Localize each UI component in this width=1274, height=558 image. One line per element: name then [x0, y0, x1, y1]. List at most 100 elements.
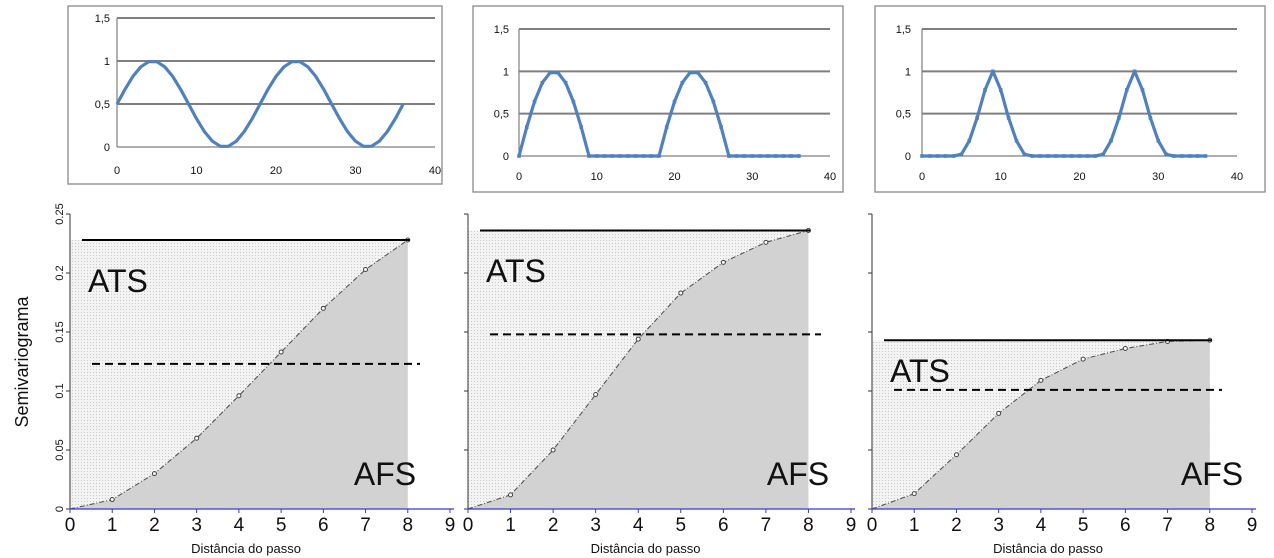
data-point [711, 99, 716, 104]
x-tick-label: 1 [909, 515, 920, 536]
x-tick-label: 30 [1152, 171, 1164, 183]
data-point [983, 88, 987, 92]
data-point [109, 497, 115, 503]
x-tick-label: 30 [349, 165, 361, 177]
y-tick-label: 0.25 [54, 203, 66, 224]
data-point [920, 154, 924, 158]
data-point [696, 70, 700, 75]
data-point [1140, 88, 1145, 92]
y-tick-label: 0.15 [54, 321, 66, 342]
semivariogram-curve [467, 229, 809, 510]
x-tick-label: 40 [429, 165, 441, 177]
data-point [236, 393, 242, 399]
data-point [1172, 154, 1176, 158]
data-point [797, 154, 801, 158]
afs-label: AFS [767, 456, 829, 492]
data-point [1038, 154, 1042, 158]
data-point [194, 435, 200, 441]
data-point [996, 410, 1002, 416]
y-tick-label: 1,5 [896, 24, 911, 36]
x-tick-label: 40 [1231, 171, 1243, 183]
x-tick-label: 20 [1073, 171, 1085, 183]
data-point [1164, 152, 1168, 157]
data-point [517, 154, 521, 158]
x-axis-title: Distância do passo [191, 541, 301, 556]
x-tick-label: 0 [919, 171, 925, 183]
data-point [998, 88, 1003, 92]
data-point [649, 154, 653, 158]
x-tick-label: 6 [1120, 515, 1131, 536]
x-tick-label: 0 [516, 171, 522, 183]
x-tick-label: 0 [114, 165, 120, 177]
x-tick-label: 7 [1162, 515, 1173, 536]
data-point [363, 266, 369, 272]
x-tick-label: 1 [505, 515, 516, 536]
y-axis-title: Semivariograma [12, 295, 32, 427]
y-tick-label: 0.05 [54, 439, 66, 460]
data-point [943, 154, 948, 158]
data-point [911, 491, 917, 497]
x-tick-label: 5 [1078, 515, 1089, 536]
data-point [524, 125, 529, 129]
data-point [1180, 154, 1184, 158]
data-point [703, 80, 708, 85]
x-tick-label: 9 [445, 515, 456, 536]
afs-region [70, 240, 408, 509]
x-tick-label: 4 [1036, 515, 1047, 536]
data-point [1022, 152, 1027, 157]
x-tick-label: 6 [318, 515, 329, 536]
x-axis-title: Distância do passo [993, 541, 1103, 556]
data-point [664, 125, 669, 129]
data-point [953, 452, 959, 458]
x-tick-label: 20 [270, 165, 282, 177]
afs-region [872, 340, 1210, 509]
data-point [688, 70, 692, 75]
x-tick-label: 5 [675, 515, 686, 536]
data-point [602, 154, 607, 158]
data-point [508, 492, 514, 498]
data-point [1117, 116, 1121, 120]
data-point [641, 154, 646, 158]
x-tick-label: 3 [993, 515, 1004, 536]
data-point [1124, 88, 1129, 92]
data-point [593, 392, 599, 398]
y-tick-label: 1,5 [494, 24, 509, 36]
data-point [773, 154, 778, 158]
data-point [720, 259, 726, 265]
y-tick-label: 0,5 [896, 109, 911, 121]
data-point [1046, 154, 1050, 158]
y-tick-label: 0 [503, 151, 509, 163]
x-tick-label: 8 [803, 515, 814, 536]
data-point [556, 70, 560, 75]
data-point [727, 154, 731, 158]
chart-frame [874, 5, 1266, 193]
data-point [540, 80, 545, 85]
x-tick-label: 8 [402, 515, 413, 536]
data-point [1156, 138, 1161, 143]
data-point [278, 349, 284, 355]
data-point [1132, 69, 1137, 74]
x-tick-label: 2 [548, 515, 559, 536]
x-tick-label: 7 [360, 515, 371, 536]
data-point [532, 99, 537, 104]
x-tick-label: 7 [761, 515, 772, 536]
data-point [766, 154, 770, 158]
data-point [959, 152, 964, 157]
data-point [789, 154, 793, 158]
data-point [928, 154, 932, 158]
afs-label: AFS [1181, 456, 1243, 492]
data-point [1061, 154, 1066, 158]
data-point [678, 290, 684, 296]
data-point [951, 154, 956, 158]
top-chart-2: 0 0,5 1 1,5 0 10 20 30 40 [472, 5, 844, 193]
data-point [742, 154, 747, 158]
data-point [734, 154, 739, 158]
x-tick-label: 2 [951, 515, 962, 536]
x-tick-label: 30 [746, 171, 758, 183]
data-point [975, 116, 979, 120]
y-tick-label: 0.1 [54, 383, 66, 398]
data-point [719, 125, 723, 129]
data-point [1109, 138, 1113, 143]
data-point [320, 305, 326, 311]
data-point [750, 154, 755, 158]
